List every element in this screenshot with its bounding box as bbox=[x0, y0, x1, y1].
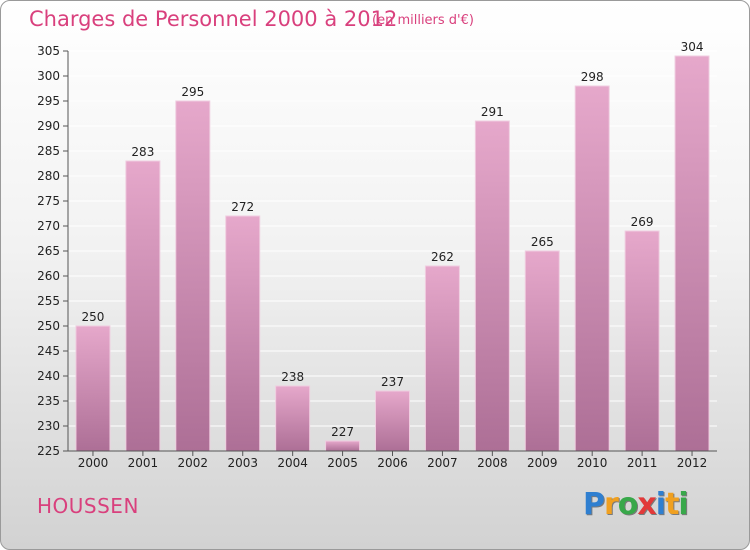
y-tick-label: 300 bbox=[37, 69, 60, 83]
bar bbox=[474, 120, 510, 452]
bar bbox=[75, 325, 111, 452]
bar bbox=[275, 385, 311, 452]
bar bbox=[125, 160, 161, 452]
x-tick-label: 2005 bbox=[327, 456, 358, 470]
y-tick-label: 230 bbox=[37, 419, 60, 433]
data-label: 291 bbox=[481, 105, 504, 119]
x-tick-label: 2009 bbox=[527, 456, 558, 470]
y-tick-label: 255 bbox=[37, 294, 60, 308]
chart-subtitle: (en milliers d'€) bbox=[372, 13, 474, 28]
data-label: 250 bbox=[82, 310, 105, 324]
bar bbox=[524, 250, 560, 452]
x-tick-label: 2003 bbox=[227, 456, 258, 470]
bar bbox=[674, 55, 710, 452]
labels: 250 283 295 272 238 227 237 262 291 265 298 269 304 bbox=[82, 40, 704, 439]
y-tick-label: 285 bbox=[37, 144, 60, 158]
y-tick-label: 280 bbox=[37, 169, 60, 183]
bar bbox=[574, 85, 610, 452]
axes: 225 230 235 240 245 250 255 260 265 270 275 280 285 2… bbox=[37, 44, 717, 470]
data-label: 295 bbox=[181, 85, 204, 99]
y-tick-label: 235 bbox=[37, 394, 60, 408]
data-label: 304 bbox=[681, 40, 704, 54]
y-tick-label: 225 bbox=[37, 444, 60, 458]
y-tick-label: 295 bbox=[37, 94, 60, 108]
data-label: 298 bbox=[581, 70, 604, 84]
bar bbox=[175, 100, 211, 452]
y-tick-label: 250 bbox=[37, 319, 60, 333]
y-tick-label: 260 bbox=[37, 269, 60, 283]
data-label: 272 bbox=[231, 200, 254, 214]
data-label: 269 bbox=[631, 215, 654, 229]
bars bbox=[75, 55, 710, 452]
x-tick-label: 2000 bbox=[78, 456, 109, 470]
bar bbox=[424, 265, 460, 452]
y-tick-label: 290 bbox=[37, 119, 60, 133]
data-label: 227 bbox=[331, 425, 354, 439]
x-tick-label: 2002 bbox=[178, 456, 209, 470]
y-tick-label: 265 bbox=[37, 244, 60, 258]
data-label: 237 bbox=[381, 375, 404, 389]
data-label: 262 bbox=[431, 250, 454, 264]
bar bbox=[624, 230, 660, 452]
x-tick-label: 2004 bbox=[277, 456, 308, 470]
x-tick-label: 2007 bbox=[427, 456, 458, 470]
y-tick-label: 240 bbox=[37, 369, 60, 383]
proxiti-logo[interactable]: Proxiti bbox=[583, 487, 689, 522]
x-tick-label: 2010 bbox=[577, 456, 608, 470]
bar bbox=[225, 215, 261, 452]
data-label: 238 bbox=[281, 370, 304, 384]
y-tick-label: 245 bbox=[37, 344, 60, 358]
x-tick-label: 2011 bbox=[627, 456, 658, 470]
y-tick-label: 270 bbox=[37, 219, 60, 233]
x-tick-label: 2006 bbox=[377, 456, 408, 470]
bar bbox=[325, 440, 361, 452]
chart-title: Charges de Personnel 2000 à 2012 bbox=[29, 7, 398, 31]
data-label: 265 bbox=[531, 235, 554, 249]
y-tick-label: 305 bbox=[37, 44, 60, 58]
bar bbox=[375, 390, 410, 452]
y-tick-label: 275 bbox=[37, 194, 60, 208]
city-name: HOUSSEN bbox=[37, 494, 139, 518]
x-tick-label: 2001 bbox=[128, 456, 159, 470]
data-label: 283 bbox=[131, 145, 154, 159]
x-tick-label: 2012 bbox=[677, 456, 708, 470]
x-tick-label: 2008 bbox=[477, 456, 508, 470]
